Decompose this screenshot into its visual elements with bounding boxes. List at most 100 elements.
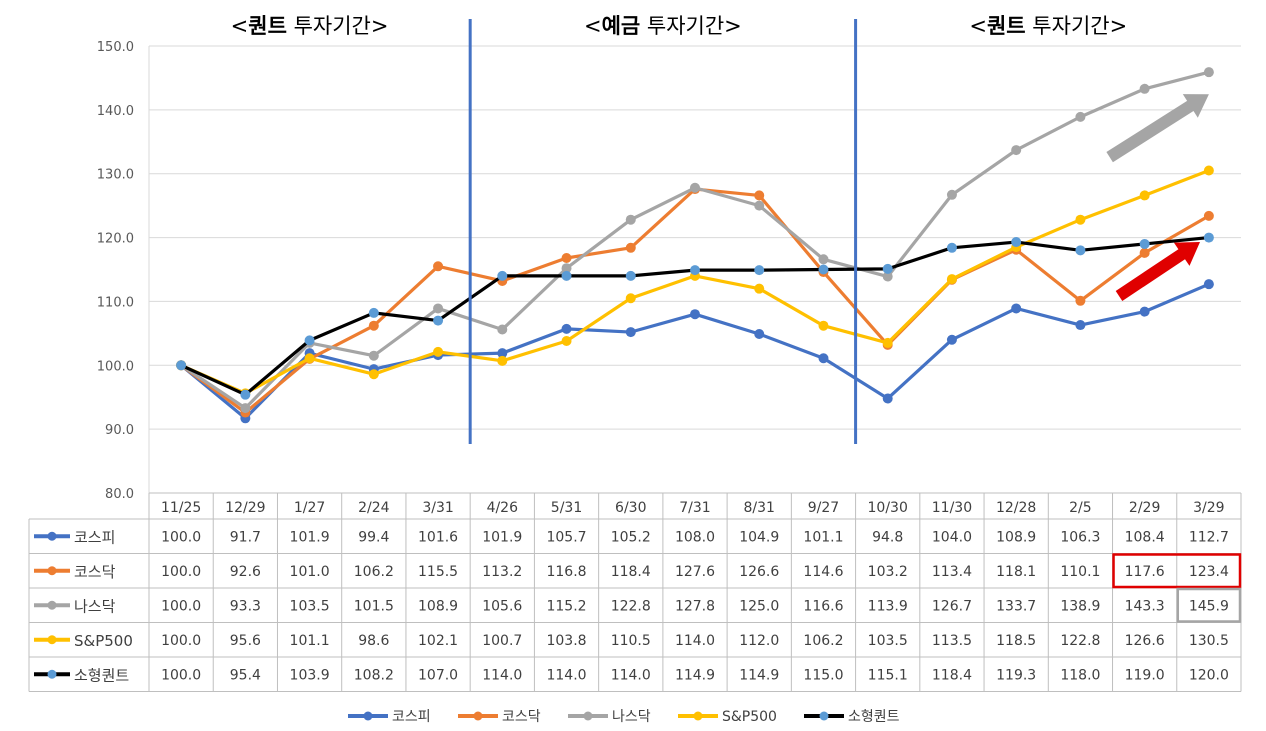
x-tick-label: 2/24 <box>358 500 390 516</box>
data-label: 103.2 <box>868 564 908 580</box>
data-point <box>882 271 893 282</box>
data-label: 138.9 <box>1060 598 1100 614</box>
row-legend-marker <box>47 566 57 576</box>
period-label-bold: 예금 <box>602 14 641 38</box>
period-label-rest: 투자기간> <box>287 14 389 38</box>
x-tick-label: 10/30 <box>868 500 908 516</box>
data-label: 101.0 <box>290 564 330 580</box>
legend-marker <box>819 711 829 721</box>
row-label: 코스피 <box>74 528 115 546</box>
data-label: 101.9 <box>482 529 522 545</box>
series-line <box>180 187 1210 415</box>
data-label: 91.7 <box>230 529 261 545</box>
data-point <box>1203 232 1214 243</box>
data-point <box>690 265 700 276</box>
period-label-open: < <box>231 14 249 38</box>
data-point <box>1203 67 1214 78</box>
data-point <box>818 353 829 364</box>
data-label: 126.6 <box>1125 633 1165 649</box>
data-label: 105.7 <box>546 529 586 545</box>
data-label: 119.3 <box>996 667 1036 683</box>
y-tick-label: 80.0 <box>105 487 134 502</box>
data-label: 101.6 <box>418 529 458 545</box>
legend-marker <box>363 711 373 721</box>
data-label: 95.4 <box>230 667 261 683</box>
data-point <box>240 389 251 400</box>
data-label: 92.6 <box>230 564 261 580</box>
data-point <box>433 315 444 326</box>
data-point <box>1075 245 1086 256</box>
data-label: 99.4 <box>358 529 389 545</box>
data-point <box>882 393 893 404</box>
x-tick-label: 6/30 <box>615 500 646 516</box>
period-label-rest: 투자기간> <box>640 14 742 38</box>
y-tick-label: 110.0 <box>97 295 134 310</box>
data-point <box>1203 210 1214 221</box>
data-label: 108.2 <box>354 667 394 683</box>
row-label: 나스닥 <box>74 597 116 615</box>
data-point <box>433 261 444 272</box>
data-label: 110.1 <box>1060 564 1100 580</box>
trend-arrow-red <box>1115 242 1200 301</box>
trend-arrow-gray <box>1106 94 1209 163</box>
highlight-box <box>1112 553 1242 589</box>
data-point <box>754 200 765 211</box>
data-point <box>946 274 957 285</box>
period-label-open: < <box>969 14 987 38</box>
data-point <box>625 242 636 253</box>
data-label: 115.0 <box>803 667 843 683</box>
data-point <box>625 327 636 338</box>
data-label: 114.6 <box>803 564 843 580</box>
row-legend-marker <box>47 669 57 679</box>
data-label: 100.0 <box>161 633 201 649</box>
data-label: 100.0 <box>161 667 201 683</box>
data-point <box>754 328 765 339</box>
data-label: 108.9 <box>996 529 1036 545</box>
data-point <box>1139 247 1150 258</box>
x-tick-label: 3/29 <box>1193 500 1224 516</box>
data-point <box>368 350 379 361</box>
series-1 <box>176 184 1214 418</box>
data-point <box>176 360 187 371</box>
data-point <box>497 270 508 281</box>
series-0 <box>176 279 1214 424</box>
data-point <box>497 324 508 335</box>
data-label: 101.5 <box>354 598 394 614</box>
period-label-open: < <box>584 14 602 38</box>
data-label: 130.5 <box>1189 633 1229 649</box>
data-label: 104.9 <box>739 529 779 545</box>
period-label-bold: 퀀트 <box>987 14 1026 38</box>
data-point <box>304 335 315 346</box>
data-label: 113.9 <box>868 598 908 614</box>
data-label: 126.6 <box>739 564 779 580</box>
data-point <box>946 242 957 253</box>
y-tick-label: 150.0 <box>97 40 134 55</box>
highlight-box <box>1176 587 1242 623</box>
data-label: 100.0 <box>161 564 201 580</box>
data-label: 103.5 <box>868 633 908 649</box>
data-point <box>497 355 508 366</box>
data-point <box>818 320 829 331</box>
data-label: 116.8 <box>546 564 586 580</box>
data-label: 107.0 <box>418 667 458 683</box>
row-label: 코스닥 <box>74 563 116 581</box>
data-point <box>561 253 572 264</box>
data-point <box>625 270 636 281</box>
row-legend-marker <box>47 531 57 541</box>
series-2 <box>176 67 1214 414</box>
data-point <box>368 320 379 331</box>
data-point <box>368 369 379 380</box>
data-label: 114.9 <box>675 667 715 683</box>
data-point <box>433 303 444 314</box>
data-point <box>946 189 957 200</box>
data-point <box>1139 238 1150 249</box>
data-label: 118.0 <box>1060 667 1100 683</box>
legend: 코스피 코스닥 나스닥 S&P500 소형퀀트 <box>348 709 900 725</box>
data-label: 106.2 <box>803 633 843 649</box>
x-tick-label: 2/29 <box>1129 500 1160 516</box>
data-point <box>1203 279 1214 290</box>
data-label: 110.5 <box>611 633 651 649</box>
data-point <box>1011 145 1022 156</box>
data-label: 94.8 <box>872 529 903 545</box>
data-label: 113.5 <box>932 633 972 649</box>
